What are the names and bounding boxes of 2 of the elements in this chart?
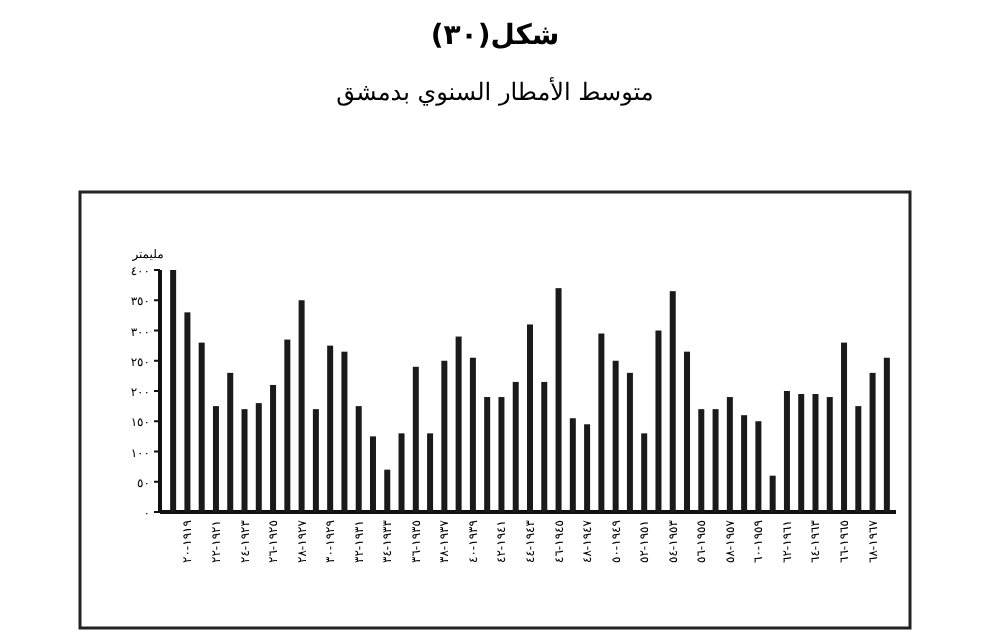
chart-subtitle: متوسط الأمطار السنوي بدمشق <box>336 76 654 106</box>
chart-title: شكل(٣٠) <box>430 20 560 52</box>
